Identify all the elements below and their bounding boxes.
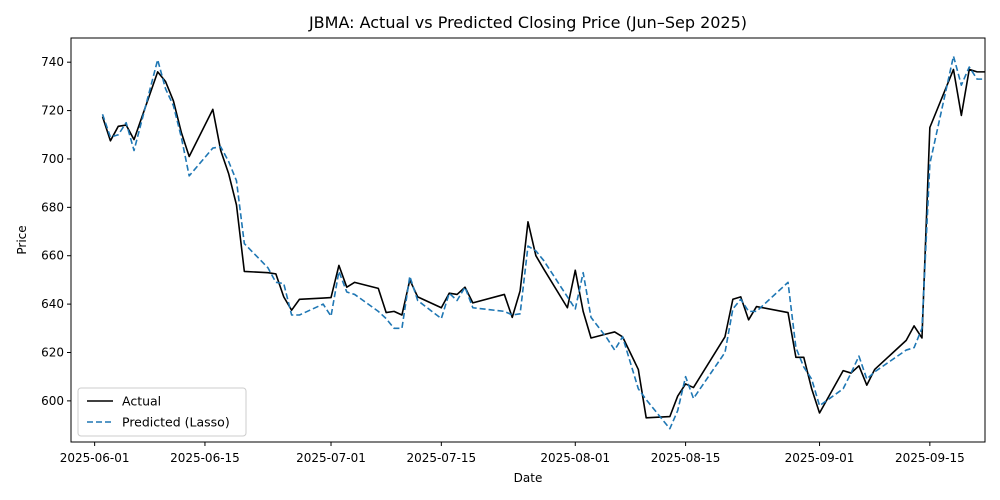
plot-area: 2025-06-01 2025-06-15 2025-07-01 2025-07-15… bbox=[41, 37, 986, 465]
y-tick-label: 720 bbox=[41, 104, 64, 118]
y-axis-label: Price bbox=[15, 225, 29, 254]
y-tick-label: 640 bbox=[41, 297, 64, 311]
x-tick-label: 2025-08-01 bbox=[540, 451, 610, 465]
legend: Actual Predicted (Lasso) bbox=[77, 387, 247, 437]
y-tick-label: 600 bbox=[41, 394, 64, 408]
y-tick-label: 660 bbox=[41, 249, 64, 263]
y-tick-label: 700 bbox=[41, 152, 64, 166]
series-line-predicted bbox=[101, 55, 985, 430]
y-tick-label: 740 bbox=[41, 55, 64, 69]
x-tick-label: 2025-06-15 bbox=[170, 451, 240, 465]
plot-frame bbox=[70, 37, 986, 443]
y-tick-label: 620 bbox=[41, 345, 64, 359]
series-line-actual bbox=[101, 68, 985, 419]
x-tick-label: 2025-07-01 bbox=[296, 451, 366, 465]
legend-label: Predicted (Lasso) bbox=[122, 415, 230, 430]
x-axis-label: Date bbox=[514, 471, 543, 485]
y-tick-label: 680 bbox=[41, 200, 64, 214]
x-tick-label: 2025-09-01 bbox=[785, 451, 855, 465]
chart-title: JBMA: Actual vs Predicted Closing Price … bbox=[308, 13, 747, 32]
series-group bbox=[101, 55, 985, 430]
legend-box bbox=[77, 387, 247, 437]
legend-label: Actual bbox=[122, 394, 161, 409]
x-tick-label: 2025-06-01 bbox=[60, 451, 130, 465]
x-tick-label: 2025-09-15 bbox=[895, 451, 965, 465]
x-tick-label: 2025-08-15 bbox=[651, 451, 721, 465]
x-tick-label: 2025-07-15 bbox=[406, 451, 476, 465]
